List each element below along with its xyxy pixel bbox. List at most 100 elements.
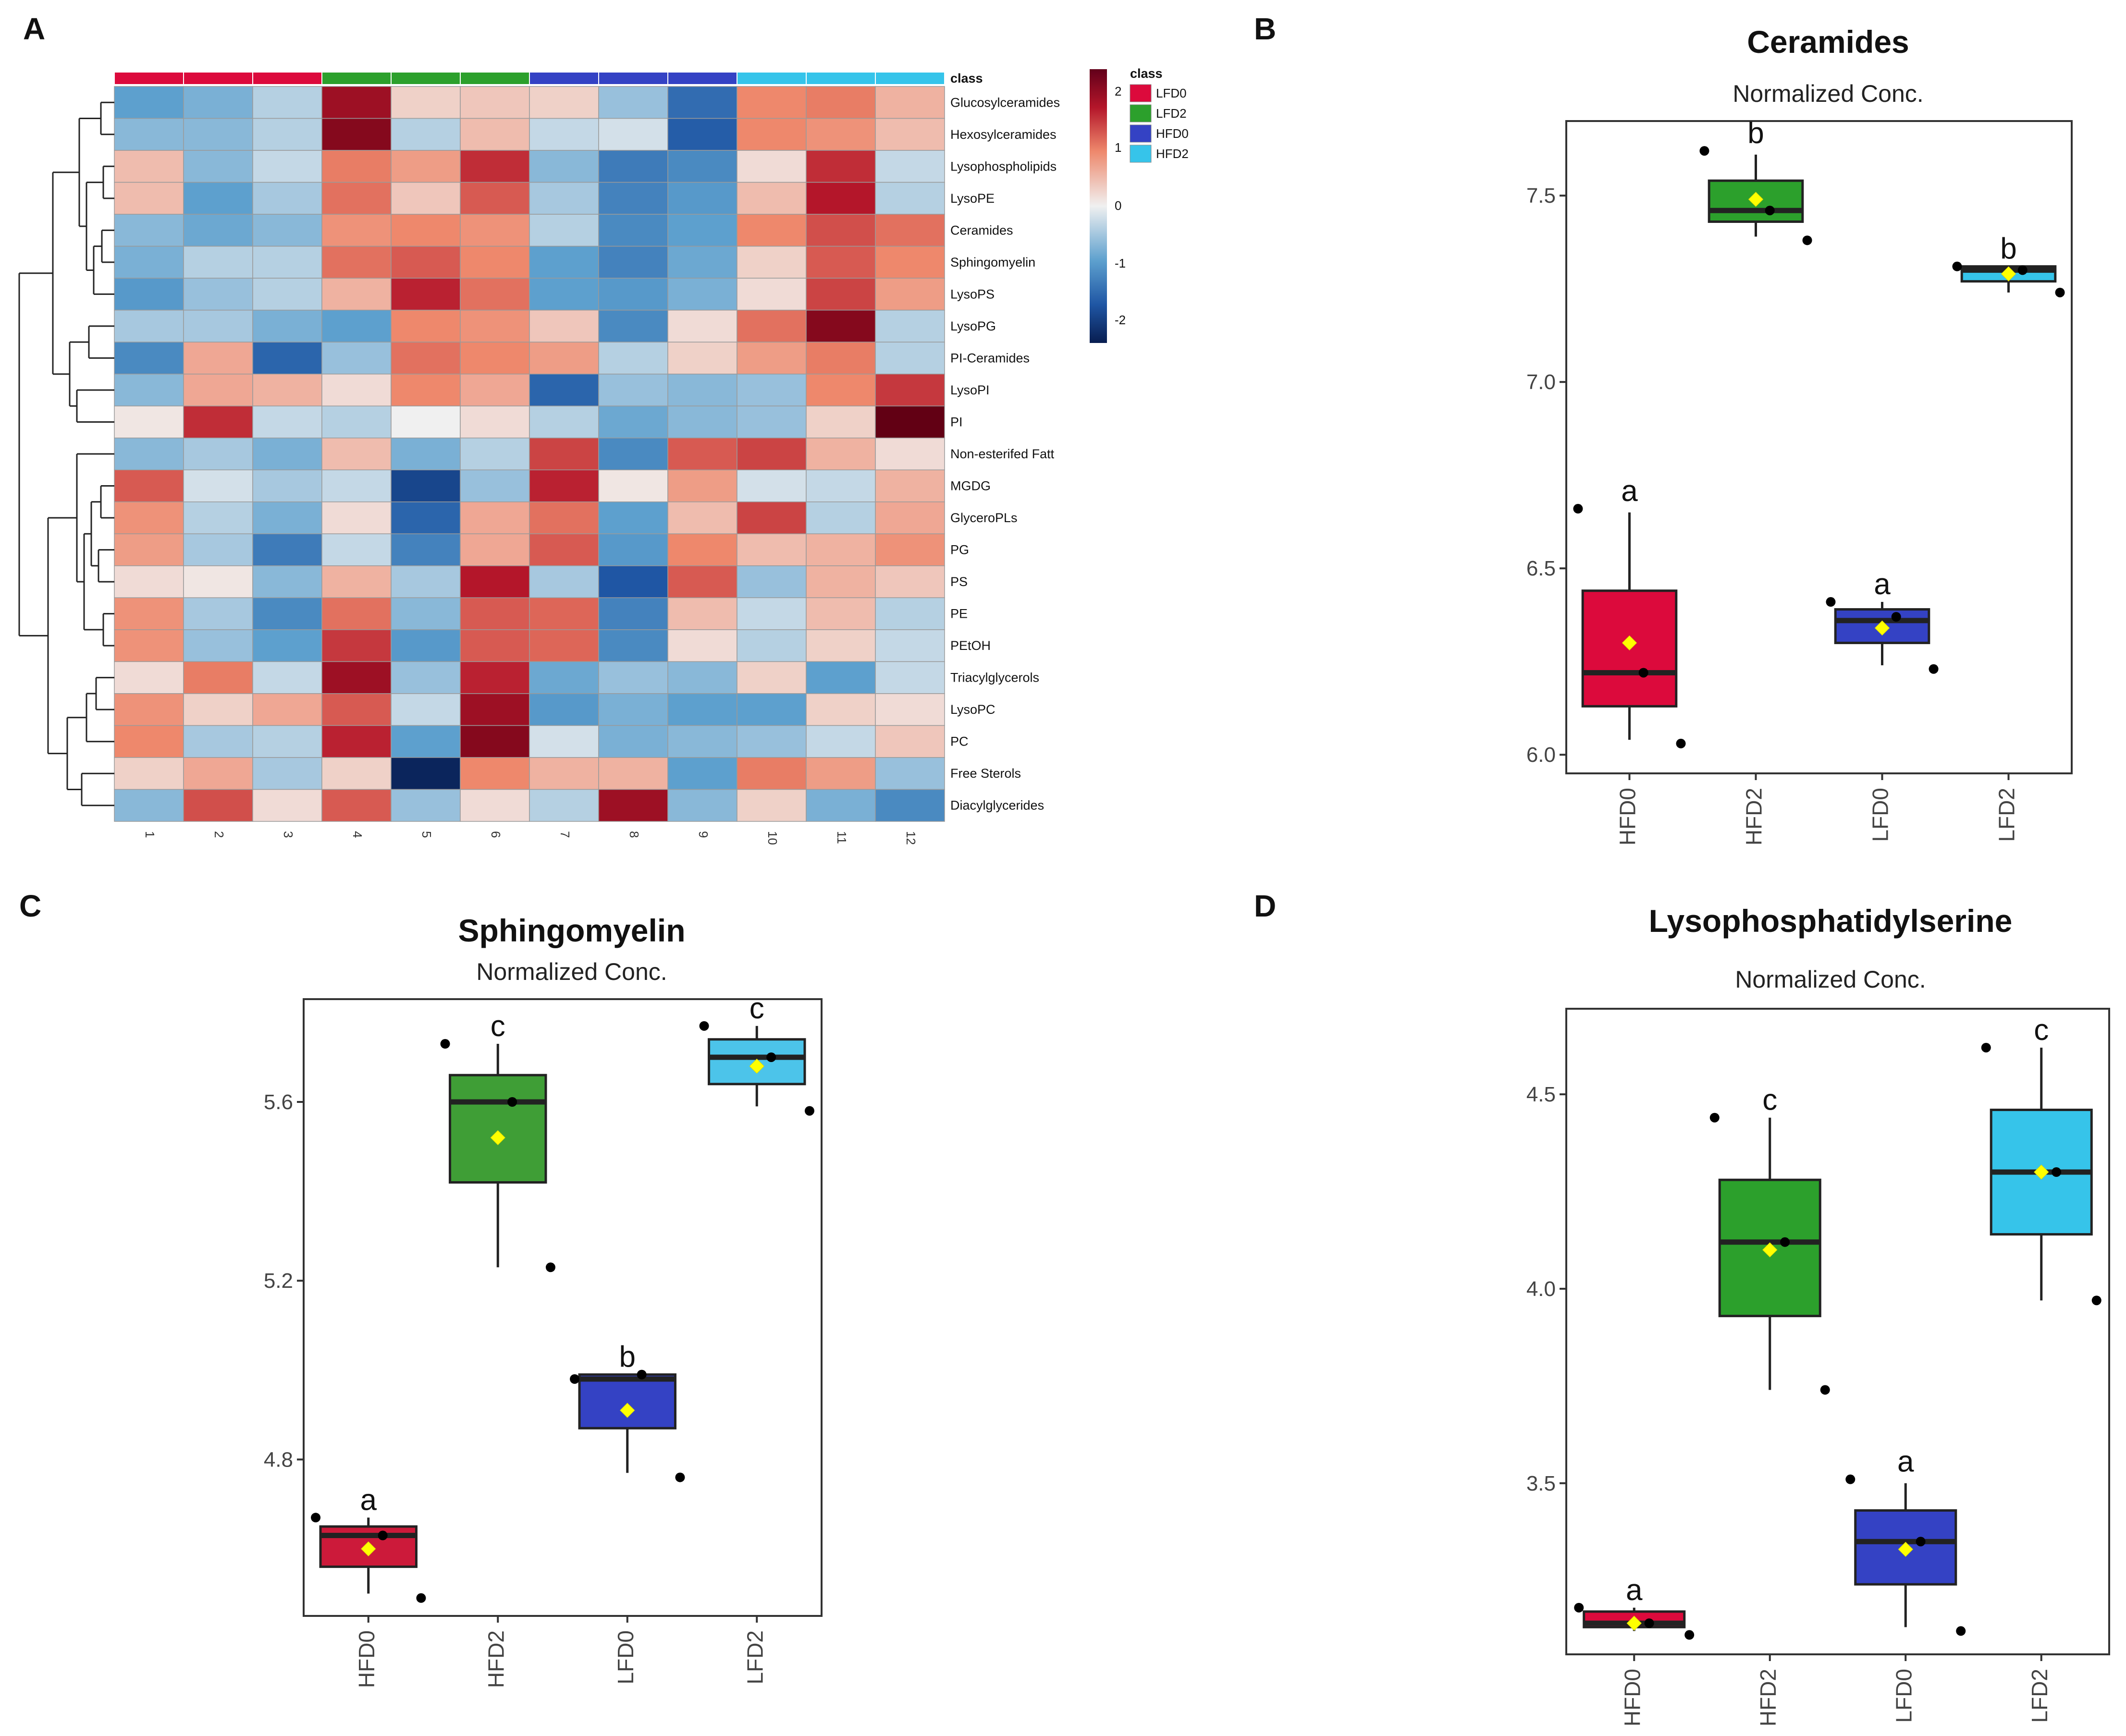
significance-letter-hfd2: c xyxy=(1762,1084,1777,1117)
heatmap-cell xyxy=(252,725,322,758)
heatmap-cell xyxy=(391,405,461,439)
data-point-lfd2 xyxy=(1952,261,1962,271)
heatmap-cell xyxy=(875,597,945,630)
heatmap-cell xyxy=(737,789,807,822)
heatmap-cell xyxy=(183,150,253,183)
x-tick-label-lfd0: LFD0 xyxy=(1868,788,1893,842)
y-tick-label: 5.6 xyxy=(264,1090,293,1114)
heatmap-cell xyxy=(529,693,599,726)
data-point-lfd0 xyxy=(1891,612,1901,622)
data-point-lfd0 xyxy=(1956,1626,1966,1636)
heatmap-cell xyxy=(391,150,461,183)
significance-letter-lfd0: a xyxy=(1874,568,1891,601)
significance-letter-lfd2: b xyxy=(2000,232,2016,266)
heatmap-cell xyxy=(460,725,530,758)
data-point-lfd2 xyxy=(766,1052,776,1062)
heatmap-cell xyxy=(737,661,807,694)
heatmap-cell xyxy=(114,469,184,502)
heatmap-cell xyxy=(114,693,184,726)
legend-title: class xyxy=(1130,66,1163,81)
heatmap-cell xyxy=(806,373,876,406)
column-label: 7 xyxy=(558,831,572,838)
heatmap-cell xyxy=(183,757,253,790)
row-label-pe: PE xyxy=(950,607,968,621)
row-label-pc: PC xyxy=(950,734,969,749)
heatmap-cell xyxy=(529,661,599,694)
annotation-label: class xyxy=(950,71,983,86)
heatmap-cell xyxy=(598,533,668,566)
heatmap-cell xyxy=(667,725,737,758)
heatmap-cell xyxy=(667,342,737,375)
class-annotation-cell xyxy=(391,72,461,85)
heatmap-cell xyxy=(667,309,737,342)
x-tick-label-hfd0: HFD0 xyxy=(354,1630,379,1688)
heatmap-cell xyxy=(460,629,530,662)
heatmap-cell xyxy=(598,789,668,822)
heatmap-cell xyxy=(321,693,392,726)
heatmap-cell xyxy=(252,597,322,630)
heatmap-cell xyxy=(529,245,599,279)
heatmap-cell xyxy=(667,661,737,694)
heatmap-cell xyxy=(252,789,322,822)
data-point-hfd2 xyxy=(545,1262,555,1272)
chart-subtitle: Normalized Conc. xyxy=(1735,966,1926,993)
heatmap-cell xyxy=(529,214,599,247)
heatmap-cell xyxy=(391,533,461,566)
mean-marker-lfd0 xyxy=(1898,1541,1913,1557)
heatmap-cell xyxy=(667,278,737,311)
heatmap-cell xyxy=(737,629,807,662)
chart-title: Ceramides xyxy=(1747,24,1909,60)
heatmap-cell xyxy=(806,245,876,279)
heatmap-cell xyxy=(875,533,945,566)
heatmap-cell xyxy=(391,565,461,599)
heatmap-cell xyxy=(737,693,807,726)
data-point-lfd0 xyxy=(570,1374,580,1384)
heatmap-cell xyxy=(391,278,461,311)
column-label: 10 xyxy=(765,831,780,845)
heatmap-cell xyxy=(598,278,668,311)
row-label-ceramides: Ceramides xyxy=(950,223,1013,237)
data-point-hfd2 xyxy=(440,1039,450,1049)
heatmap-cell xyxy=(460,150,530,183)
heatmap-cell xyxy=(806,501,876,535)
significance-letter-lfd0: b xyxy=(619,1341,636,1374)
heatmap-cell xyxy=(183,725,253,758)
heatmap-cell xyxy=(598,725,668,758)
heatmap-cell xyxy=(460,118,530,151)
heatmap-cell xyxy=(183,214,253,247)
data-point-hfd0 xyxy=(378,1530,388,1540)
heatmap-cell xyxy=(529,469,599,502)
x-tick-label-hfd0: HFD0 xyxy=(1620,1669,1645,1726)
heatmap-cell xyxy=(114,533,184,566)
heatmap-cell xyxy=(667,629,737,662)
heatmap-cell xyxy=(321,597,392,630)
ceramides-boxplot-panel: Ceramides Normalized Conc. 6.0 6.5 7.0 7.5 a HF… xyxy=(1526,24,2073,845)
heatmap-cell xyxy=(667,214,737,247)
heatmap-cell xyxy=(737,757,807,790)
heatmap-cell xyxy=(391,789,461,822)
heatmap-cell xyxy=(598,182,668,215)
significance-letter-hfd2: c xyxy=(491,1010,505,1043)
x-tick-label-hfd2: HFD2 xyxy=(1742,788,1767,845)
heatmap-cell xyxy=(737,214,807,247)
row-label-lysopg: LysoPG xyxy=(950,319,996,333)
heatmap-cell xyxy=(460,214,530,247)
chart-subtitle: Normalized Conc. xyxy=(1733,80,1923,107)
chart-title: Sphingomyelin xyxy=(458,913,685,948)
heatmap-cell xyxy=(460,182,530,215)
heatmap-cell xyxy=(252,757,322,790)
legend-swatch-hfd0 xyxy=(1130,124,1152,143)
heatmap-cell xyxy=(321,757,392,790)
significance-letter-lfd2: c xyxy=(2034,1014,2049,1047)
row-label-pi: PI xyxy=(950,415,963,429)
chart-subtitle: Normalized Conc. xyxy=(476,958,667,985)
heatmap-cell xyxy=(321,86,392,119)
heatmap-cell xyxy=(875,757,945,790)
box-lfd2 xyxy=(708,1038,806,1086)
heatmap-cell xyxy=(183,661,253,694)
significance-letter-hfd0: a xyxy=(360,1483,377,1516)
heatmap-cell xyxy=(737,565,807,599)
heatmap-cell xyxy=(667,469,737,502)
column-label: 8 xyxy=(627,831,641,838)
heatmap-cell xyxy=(667,501,737,535)
